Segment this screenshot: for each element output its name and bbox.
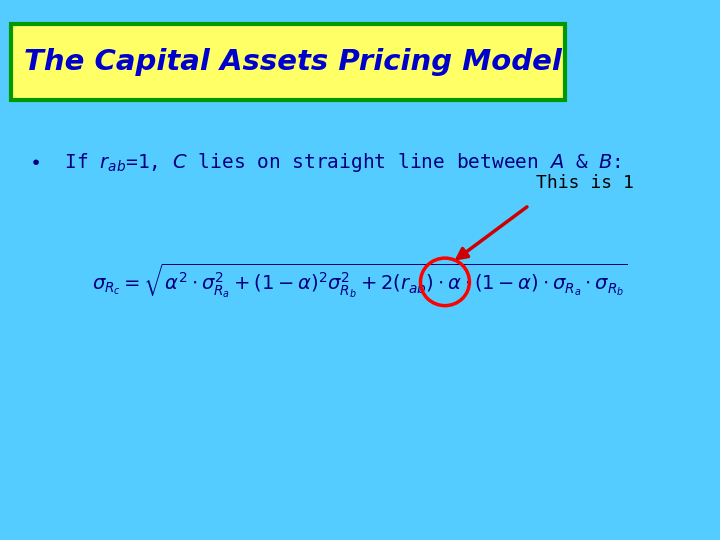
Text: This is 1: This is 1 [536,174,634,192]
Text: The Capital Assets Pricing Model: The Capital Assets Pricing Model [24,48,562,76]
Text: $\sigma_{R_c} = \sqrt{\alpha^2 \cdot \sigma_{R_a}^{2} + (1-\alpha)^2 \sigma_{R_b: $\sigma_{R_c} = \sqrt{\alpha^2 \cdot \si… [92,261,628,300]
Text: $\bullet$  If $r_{ab}$=1, $C$ lies on straight line between $A$ & $B$:: $\bullet$ If $r_{ab}$=1, $C$ lies on str… [29,151,621,173]
FancyBboxPatch shape [11,24,565,100]
